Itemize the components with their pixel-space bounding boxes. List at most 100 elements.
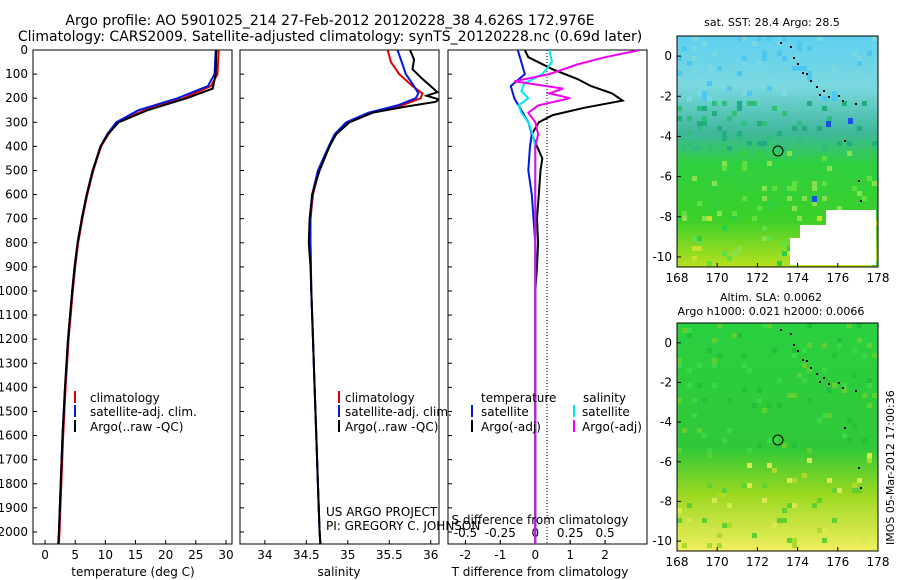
depth-tick-label: 700 <box>5 212 28 226</box>
sla-pixel <box>687 368 692 373</box>
sst-pixel <box>727 86 732 91</box>
sst-pixel <box>777 166 782 171</box>
sst-pixel <box>687 131 692 136</box>
sla-map-lat-label: -6 <box>660 455 672 469</box>
sst-pixel <box>697 126 702 131</box>
depth-tick-label: 1200 <box>0 332 28 346</box>
sla-pixel <box>772 348 777 353</box>
sla-island <box>855 390 857 392</box>
sla-pixel <box>757 443 762 448</box>
sst-pixel <box>797 216 802 221</box>
sst-pixel <box>792 206 797 211</box>
sst-map-islands <box>780 42 862 202</box>
salinity-difference-tick-label: 0.5 <box>596 526 615 540</box>
sst-map-lon-label: 168 <box>666 271 689 285</box>
sst-pixel <box>867 76 872 81</box>
sst-pixel <box>712 51 717 56</box>
sst-pixel <box>837 206 842 211</box>
sla-pixel <box>687 333 692 338</box>
sst-pixel <box>822 191 827 196</box>
sst-pixel <box>702 106 707 111</box>
sst-pixel <box>837 186 842 191</box>
sst-pixel <box>702 116 707 121</box>
difference-x-label-top: S difference from climatology <box>452 513 629 527</box>
sla-pixel <box>842 383 847 388</box>
sst-pixel <box>832 66 837 71</box>
sst-pixel <box>822 146 827 151</box>
sst-pixel <box>847 166 852 171</box>
sst-pixel <box>707 96 712 101</box>
sla-pixel <box>717 353 722 358</box>
sst-map-lat-label: 0 <box>664 49 672 63</box>
sst-pixel <box>802 196 807 201</box>
sla-pixel <box>857 338 862 343</box>
sla-pixel <box>847 323 852 328</box>
sla-map-lon-label: 174 <box>786 555 809 569</box>
sst-pixel <box>707 66 712 71</box>
difference-x-axis: -2 -1 0 1 2-0.5 -0.25 0 0.25 0.5 <box>454 526 615 562</box>
sst-pixel <box>747 101 752 106</box>
figure-title-line2: Climatology: CARS2009. Satellite-adjuste… <box>17 29 643 45</box>
sst-island <box>793 57 795 59</box>
sst-pixel <box>867 176 872 181</box>
sst-map-lat-label: -2 <box>660 89 672 103</box>
sst-island <box>810 80 812 82</box>
temperature-panel-frame <box>32 49 233 545</box>
sla-pixel <box>807 368 812 373</box>
sla-pixel <box>697 428 702 433</box>
sla-map-lon-label: 176 <box>826 555 849 569</box>
sst-pixel <box>762 51 767 56</box>
sla-pixel <box>807 448 812 453</box>
sla-pixel <box>782 443 787 448</box>
sla-pixel <box>827 478 832 483</box>
sla-pixel <box>747 448 752 453</box>
legend-label: Argo(-adj) <box>582 420 642 434</box>
sla-pixel <box>727 523 732 528</box>
salinity-difference-tick-label: 0.25 <box>557 526 584 540</box>
depth-tick-label: 900 <box>5 260 28 274</box>
salinity-difference-tick-label: -0.25 <box>485 526 516 540</box>
sla-pixel <box>777 378 782 383</box>
sst-pixel <box>727 116 732 121</box>
sla-pixel <box>807 343 812 348</box>
sst-pixel <box>722 226 727 231</box>
sst-island <box>838 95 840 97</box>
sla-pixel <box>792 543 797 548</box>
sst-pixel <box>692 46 697 51</box>
sst-pixel <box>792 181 797 186</box>
sla-island <box>780 329 782 331</box>
temperature-tick-label: 25 <box>188 548 203 562</box>
sst-island <box>860 200 862 202</box>
legend-label: satellite <box>582 405 630 419</box>
salinity-x-label: salinity <box>317 565 360 579</box>
sst-pixel <box>737 71 742 76</box>
sst-pixel <box>712 186 717 191</box>
depth-tick-label: 1300 <box>0 356 28 370</box>
sla-pixel <box>827 388 832 393</box>
sst-map-masked-area <box>790 238 804 265</box>
sst-pixel <box>782 91 787 96</box>
sla-pixel <box>762 498 767 503</box>
temperature-difference-tick-label: -1 <box>494 548 506 562</box>
sst-pixel <box>742 151 747 156</box>
sla-pixel <box>792 443 797 448</box>
sst-pixel <box>692 146 697 151</box>
sla-pixel <box>867 403 872 408</box>
sla-pixel <box>847 418 852 423</box>
sla-pixel <box>767 463 772 468</box>
sst-pixel <box>857 126 862 131</box>
sst-pixel <box>747 91 752 96</box>
sst-pixel <box>677 116 682 121</box>
sla-pixel <box>737 333 742 338</box>
sla-map-lon-label: 170 <box>706 555 729 569</box>
depth-axis: 0 100 200 300 400 500 600 700 800 900 1000 1100 1200… <box>0 43 452 539</box>
sla-pixel <box>682 328 687 333</box>
sst-pixel <box>797 121 802 126</box>
sla-pixel <box>852 373 857 378</box>
sst-pixel <box>777 41 782 46</box>
sst-pixel <box>677 71 682 76</box>
sla-pixel <box>847 438 852 443</box>
sla-pixel <box>837 343 842 348</box>
sst-pixel <box>707 216 712 221</box>
sst-pixel <box>872 181 877 186</box>
